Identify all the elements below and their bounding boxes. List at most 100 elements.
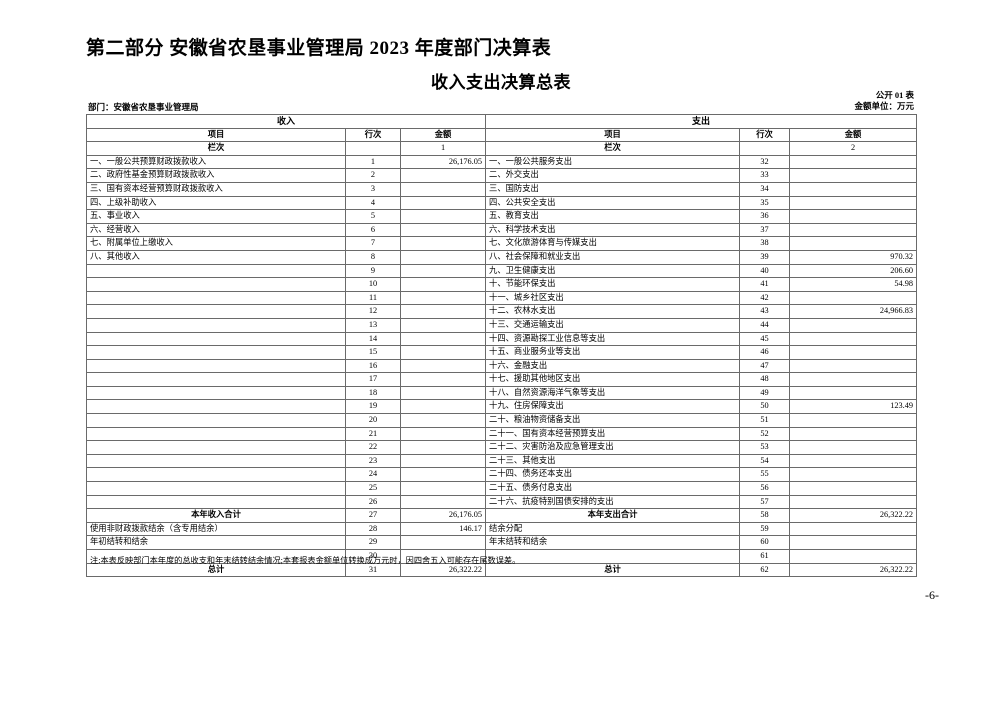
income-rowno-cell: 20	[345, 413, 401, 428]
income-item-cell	[86, 358, 346, 374]
expenditure-amount-cell	[789, 181, 918, 197]
income-amount-cell: 26,176.05	[399, 508, 487, 523]
income-rowno-cell: 5	[345, 209, 401, 224]
table-row: 一、一般公共预算财政拨款收入 1 26,176.05 一、一般公共服务支出 32	[86, 154, 918, 170]
expenditure-amount-cell: 54.98	[789, 277, 918, 292]
expenditure-amount-cell	[789, 222, 918, 238]
expenditure-rowno-cell: 43	[739, 304, 791, 319]
expenditure-item-cell: 七、文化旅游体育与传媒支出	[485, 236, 741, 251]
table-group-header-row: 收入 支出	[85, 114, 918, 129]
header-income-rowno: 行次	[345, 127, 401, 143]
income-item-cell	[86, 317, 346, 333]
table-body: 一、一般公共预算财政拨款收入 1 26,176.05 一、一般公共服务支出 32 二、政府…	[86, 154, 918, 578]
expenditure-amount-cell	[789, 426, 918, 442]
table-row: 17 十七、援助其他地区支出 48	[86, 372, 918, 387]
expenditure-amount-cell	[789, 317, 918, 333]
income-item-cell: 本年收入合计	[86, 508, 346, 523]
income-item-cell: 六、经营收入	[86, 222, 346, 238]
income-rowno-cell: 31	[345, 562, 401, 578]
expenditure-item-cell: 十三、交通运输支出	[485, 317, 741, 333]
expenditure-amount-cell	[789, 290, 918, 306]
column-index-expenditure-rowno	[739, 141, 791, 156]
income-amount-cell	[399, 277, 487, 292]
expenditure-rowno-cell: 32	[739, 154, 791, 170]
expenditure-item-cell: 十九、住房保障支出	[485, 399, 741, 415]
income-amount-cell: 26,322.22	[399, 562, 487, 578]
expenditure-amount-cell	[789, 535, 918, 550]
income-item-cell	[86, 345, 346, 360]
expenditure-item-cell: 二十、粮油物资储备支出	[485, 413, 741, 428]
group-header-expenditure: 支出	[485, 114, 918, 129]
expenditure-item-cell: 总计	[485, 562, 741, 578]
expenditure-item-cell: 二十三、其他支出	[485, 453, 741, 469]
income-rowno-cell: 1	[345, 154, 401, 170]
expenditure-item-cell: 二十五、债务付息支出	[485, 481, 741, 496]
expenditure-rowno-cell: 42	[739, 290, 791, 306]
expenditure-item-cell	[485, 549, 741, 564]
header-income-amount: 金额	[399, 127, 487, 143]
table-row: 12 十二、农林水支出 43 24,966.83	[86, 304, 918, 319]
column-index-income-amount: 1	[399, 141, 487, 156]
income-rowno-cell: 13	[345, 317, 401, 333]
expenditure-rowno-cell: 37	[739, 222, 791, 238]
income-item-cell: 二、政府性基金预算财政拨款收入	[86, 168, 346, 183]
table-row: 本年收入合计 27 26,176.05 本年支出合计 58 26,322.22	[86, 508, 918, 523]
table-row: 18 十八、自然资源海洋气象等支出 49	[86, 385, 918, 401]
expenditure-rowno-cell: 36	[739, 209, 791, 224]
expenditure-rowno-cell: 55	[739, 467, 791, 483]
header-expenditure-rowno: 行次	[739, 127, 791, 143]
form-code: 公开 01 表	[875, 90, 914, 100]
expenditure-amount-cell: 970.32	[789, 249, 918, 265]
income-amount-cell	[399, 453, 487, 469]
page-subtitle: 收入支出决算总表	[431, 73, 571, 92]
expenditure-rowno-cell: 57	[739, 494, 791, 510]
expenditure-item-cell: 结余分配	[485, 521, 741, 537]
income-item-cell	[86, 440, 346, 455]
income-rowno-cell: 12	[345, 304, 401, 319]
expenditure-item-cell: 二十四、债务还本支出	[485, 467, 741, 483]
income-rowno-cell: 23	[345, 453, 401, 469]
income-item-cell	[86, 277, 346, 292]
expenditure-rowno-cell: 35	[739, 195, 791, 211]
income-item-cell	[86, 399, 346, 415]
income-item-cell: 四、上级补助收入	[86, 195, 346, 211]
expenditure-rowno-cell: 62	[739, 562, 791, 578]
table-row: 20 二十、粮油物资储备支出 51	[86, 413, 918, 428]
expenditure-amount-cell: 24,966.83	[789, 304, 918, 319]
expenditure-rowno-cell: 40	[739, 263, 791, 279]
table-row: 21 二十一、国有资本经营预算支出 52	[86, 426, 918, 442]
table-row: 七、附属单位上缴收入 7 七、文化旅游体育与传媒支出 38	[86, 236, 918, 251]
expenditure-item-cell: 三、国防支出	[485, 181, 741, 197]
income-rowno-cell: 22	[345, 440, 401, 455]
expenditure-item-cell: 本年支出合计	[485, 508, 741, 523]
column-index-label-expenditure: 栏次	[485, 141, 741, 156]
income-item-cell	[86, 385, 346, 401]
expenditure-amount-cell	[789, 331, 918, 347]
table-row: 六、经营收入 6 六、科学技术支出 37	[86, 222, 918, 238]
income-rowno-cell: 17	[345, 372, 401, 387]
expenditure-amount-cell: 26,322.22	[789, 508, 918, 523]
budget-table: 收入 支出 项目 行次 金额 项目 行次 金额 栏次 1 栏次 2 一、一般公共…	[85, 114, 918, 578]
income-item-cell	[86, 372, 346, 387]
expenditure-amount-cell: 123.49	[789, 399, 918, 415]
income-amount-cell	[399, 236, 487, 251]
income-amount-cell	[399, 181, 487, 197]
expenditure-rowno-cell: 41	[739, 277, 791, 292]
expenditure-rowno-cell: 44	[739, 317, 791, 333]
form-meta: 公开 01 表 金额单位：万元	[854, 90, 914, 112]
expenditure-item-cell: 五、教育支出	[485, 209, 741, 224]
table-column-index-row: 栏次 1 栏次 2	[86, 141, 918, 156]
expenditure-item-cell: 十七、援助其他地区支出	[485, 372, 741, 387]
table-row: 16 十六、金融支出 47	[86, 358, 918, 374]
income-rowno-cell: 28	[345, 521, 401, 537]
expenditure-amount-cell	[789, 209, 918, 224]
table-row: 二、政府性基金预算财政拨款收入 2 二、外交支出 33	[86, 168, 918, 183]
expenditure-rowno-cell: 51	[739, 413, 791, 428]
income-item-cell	[86, 304, 346, 319]
table-row: 15 十五、商业服务业等支出 46	[86, 345, 918, 360]
expenditure-amount-cell	[789, 236, 918, 251]
income-amount-cell	[399, 195, 487, 211]
income-rowno-cell: 8	[345, 249, 401, 265]
expenditure-item-cell: 十、节能环保支出	[485, 277, 741, 292]
table-row: 14 十四、资源勘探工业信息等支出 45	[86, 331, 918, 347]
